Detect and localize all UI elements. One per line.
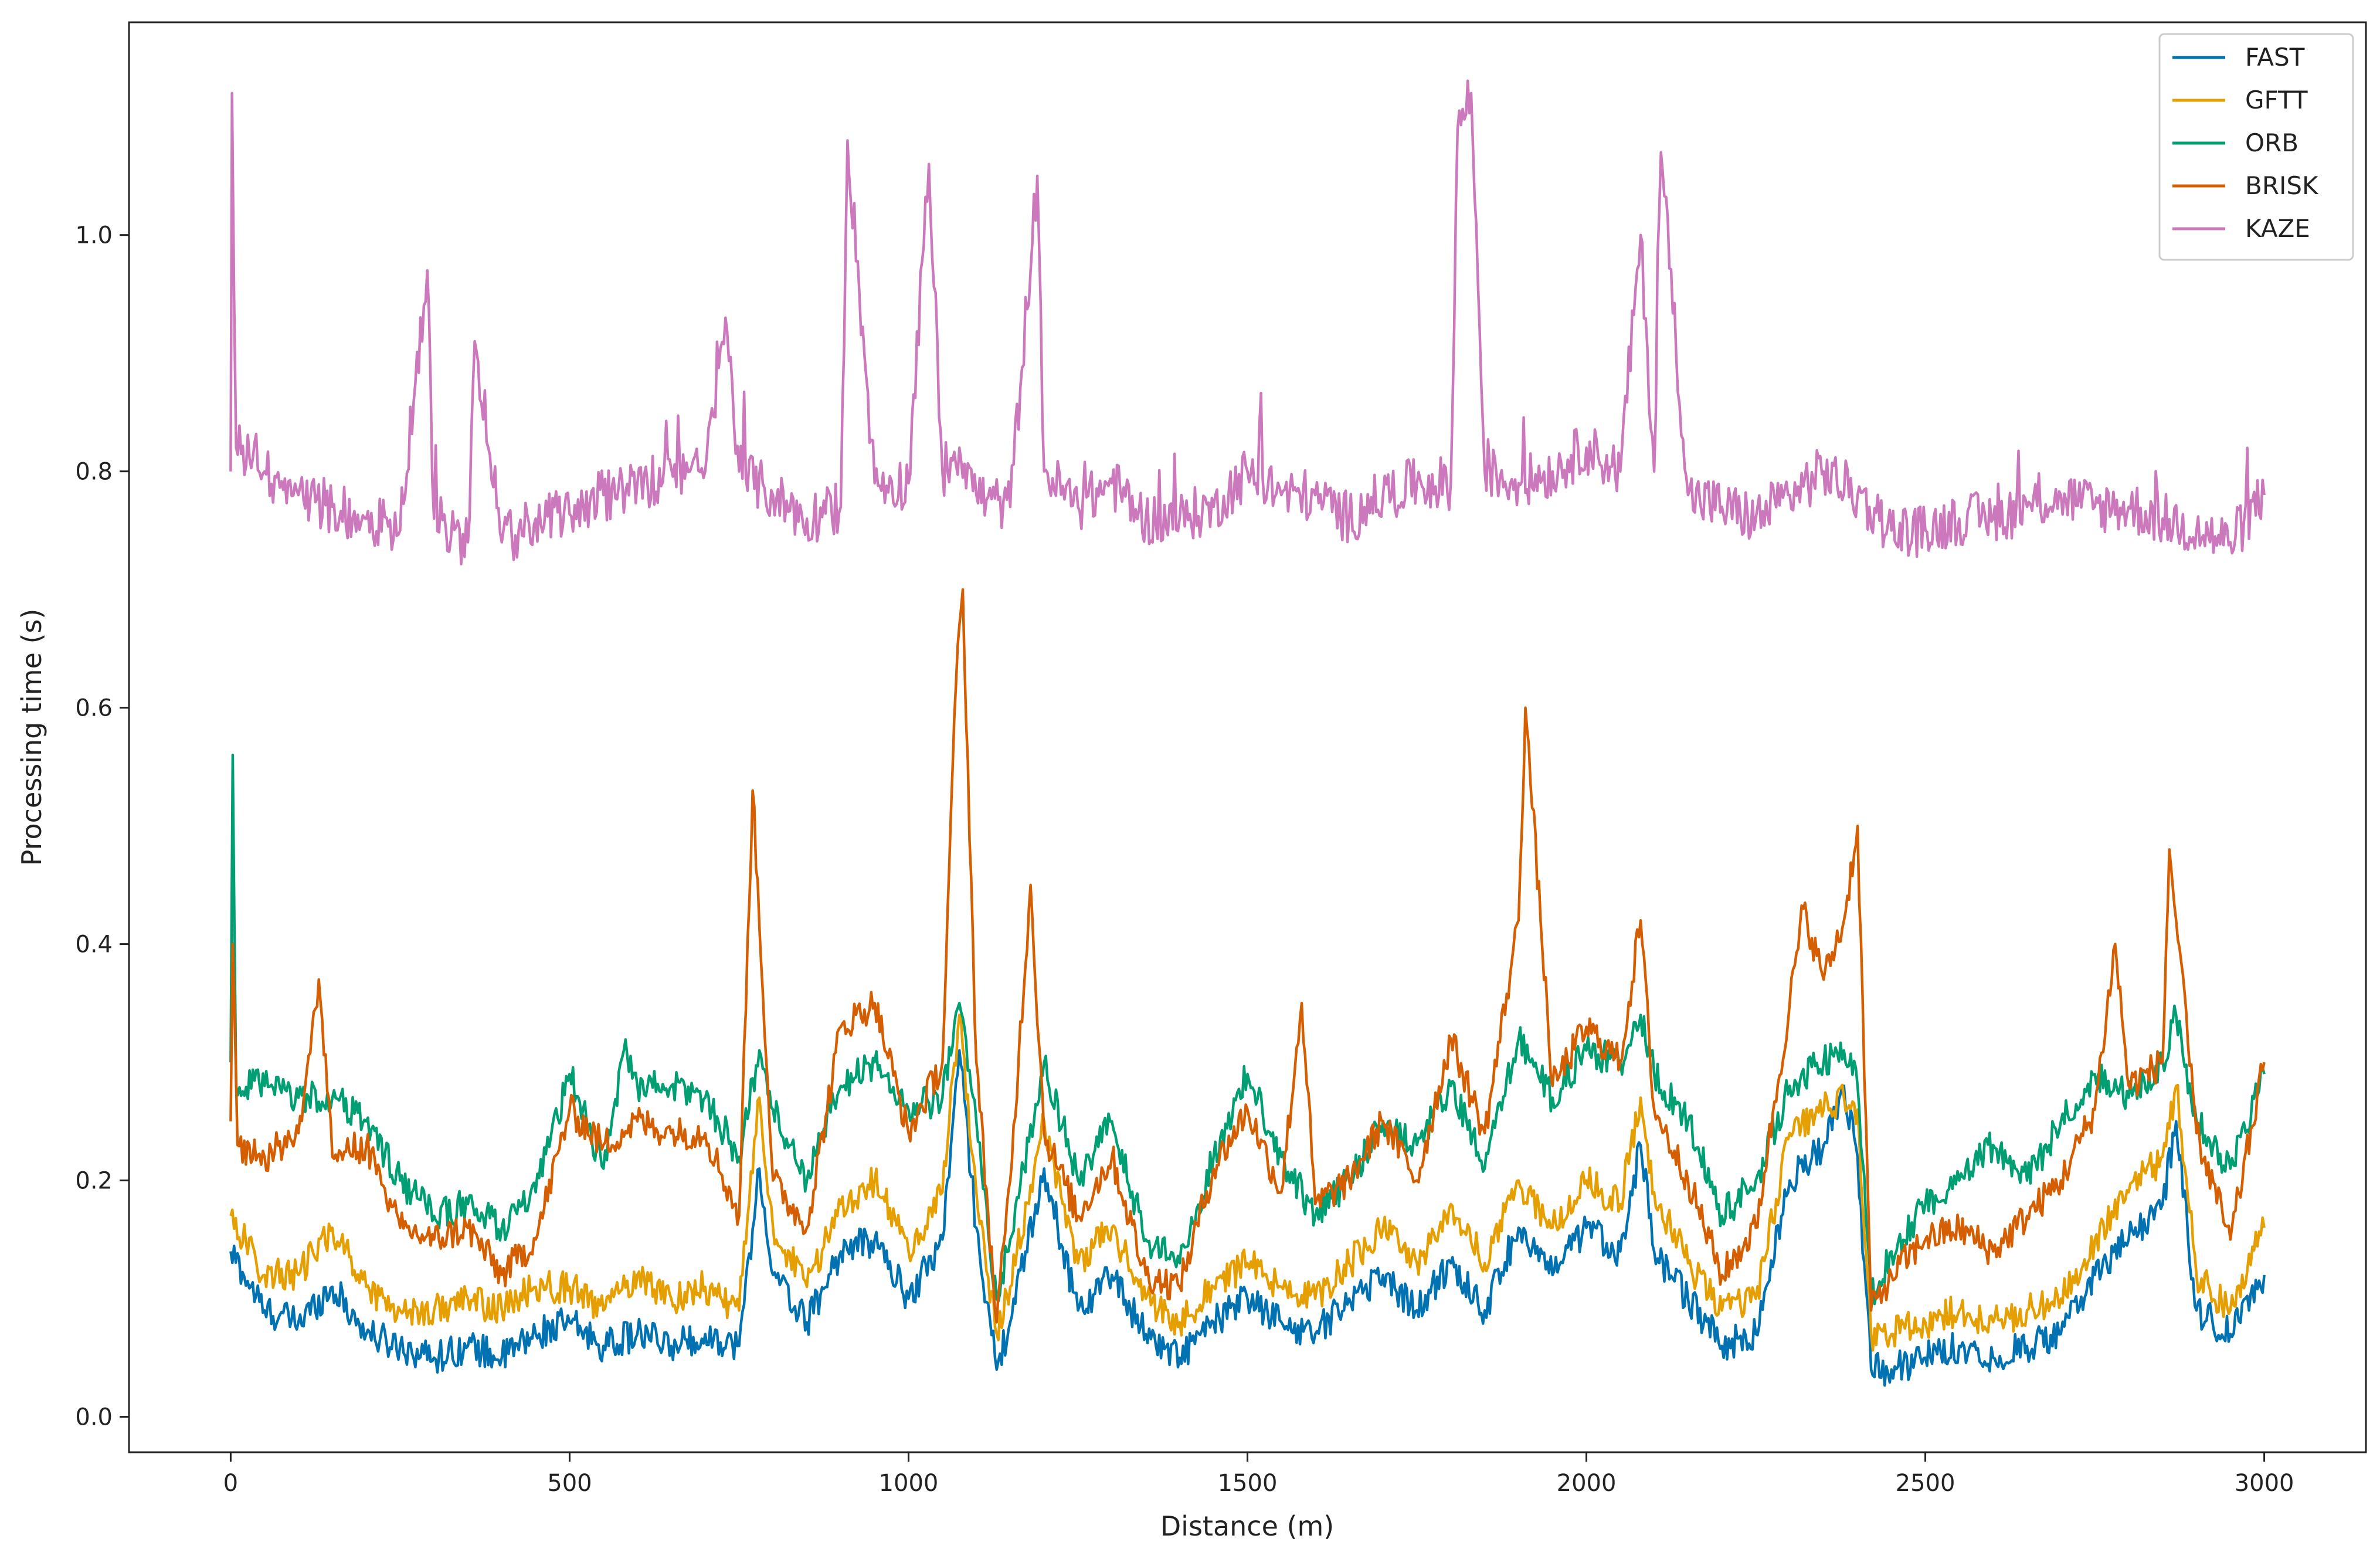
legend-frame [2158, 33, 2354, 261]
legend: FAST GFTT ORB BRISK KAZE [2158, 33, 2354, 261]
legend-label-kaze: KAZE [2245, 214, 2310, 243]
y-tick-label: 0.6 [75, 695, 113, 722]
x-axis-label: Distance (m) [1160, 1510, 1334, 1542]
legend-label-fast: FAST [2245, 43, 2305, 72]
y-tick-label: 0.4 [75, 931, 113, 958]
x-tick-label: 3000 [2235, 1470, 2294, 1497]
series-line-orb [229, 753, 2266, 1306]
x-tick-label: 1000 [879, 1470, 939, 1497]
series-line-fast [229, 1049, 2266, 1387]
legend-label-orb: ORB [2245, 128, 2298, 157]
series-line-brisk [229, 588, 2266, 1324]
x-tick-label: 0 [223, 1470, 238, 1497]
y-tick-label: 1.0 [75, 222, 113, 249]
series-line-gftt [229, 1014, 2266, 1352]
x-tick-label: 1500 [1218, 1470, 1278, 1497]
x-axis: 0 500 1000 1500 2000 2500 3000 [223, 1452, 2294, 1497]
y-axis-label: Processing time (s) [16, 609, 47, 866]
x-tick-label: 2500 [1896, 1470, 1955, 1497]
y-tick-label: 0.8 [75, 459, 113, 486]
legend-label-gftt: GFTT [2245, 86, 2308, 114]
y-axis: 0.0 0.2 0.4 0.6 0.8 1.0 [75, 222, 129, 1431]
x-tick-label: 500 [547, 1470, 592, 1497]
y-tick-label: 0.0 [75, 1404, 113, 1431]
series-layer [229, 79, 2266, 1387]
legend-label-brisk: BRISK [2245, 171, 2319, 200]
x-tick-label: 2000 [1557, 1470, 1617, 1497]
series-line-kaze [229, 79, 2266, 565]
y-tick-label: 0.2 [75, 1168, 113, 1195]
